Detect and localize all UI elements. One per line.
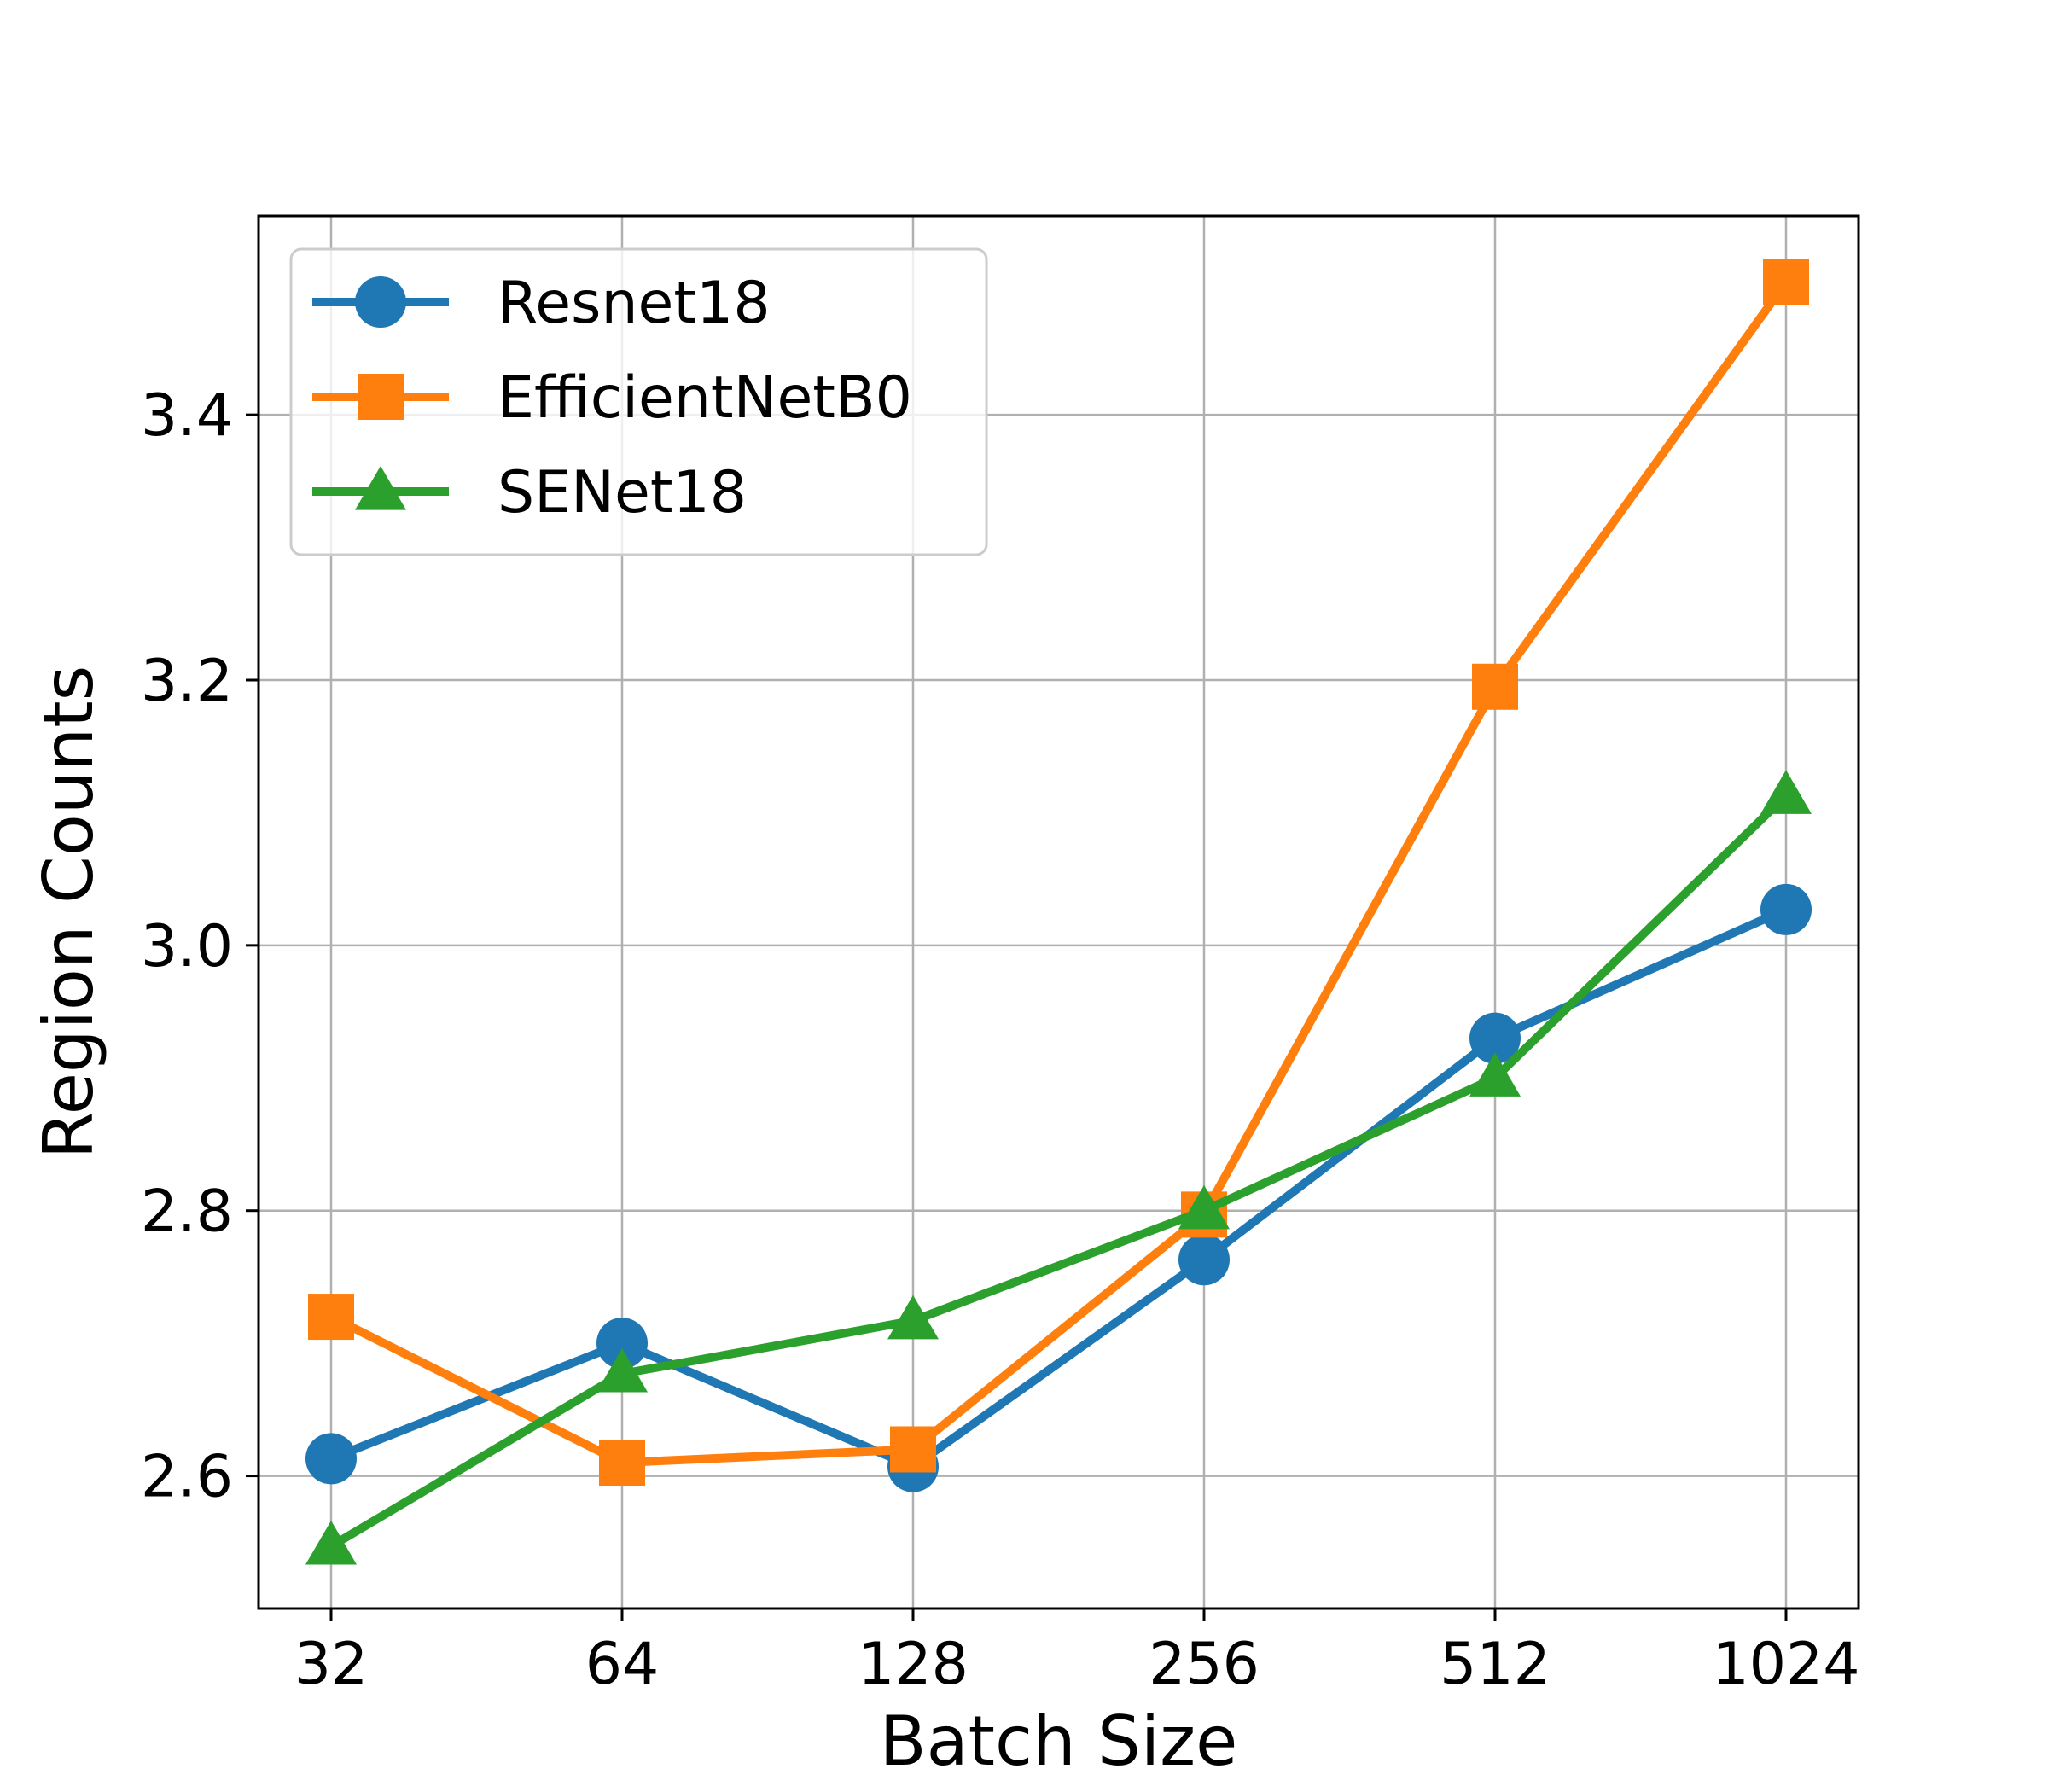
data-point bbox=[596, 1318, 648, 1370]
data-point bbox=[1760, 883, 1812, 935]
data-point bbox=[1763, 259, 1809, 305]
data-point bbox=[1469, 1052, 1521, 1097]
ticks: 32 64 128 256 512 1024 2.6 2.8 3.0 3.2 3.4 bbox=[141, 382, 1860, 1698]
data-point bbox=[1469, 1012, 1521, 1064]
legend-item: EfficientNetB0 bbox=[312, 364, 912, 432]
y-tick-label: 3.2 bbox=[141, 648, 233, 715]
x-tick-label: 512 bbox=[1440, 1631, 1551, 1698]
data-point bbox=[599, 1440, 645, 1487]
legend-label: EfficientNetB0 bbox=[497, 364, 912, 432]
legend-box bbox=[289, 247, 988, 556]
legend-item: SENet18 bbox=[312, 459, 747, 527]
series-resnet18 bbox=[305, 883, 1812, 1492]
legend-marker bbox=[358, 374, 404, 420]
y-axis-label: Region Counts bbox=[29, 666, 108, 1160]
data-point bbox=[890, 1426, 936, 1473]
series-line bbox=[329, 279, 1790, 1468]
data-point bbox=[596, 1347, 648, 1393]
y-tick-label: 2.6 bbox=[141, 1444, 233, 1511]
x-axis-label: Batch Size bbox=[880, 1702, 1238, 1781]
data-point bbox=[1178, 1234, 1230, 1286]
data-point bbox=[1178, 1184, 1230, 1230]
data-point bbox=[1760, 770, 1812, 814]
plot-frame bbox=[257, 214, 1860, 1610]
data-point bbox=[305, 1433, 357, 1485]
data-point bbox=[305, 1520, 357, 1565]
legend-item: Resnet18 bbox=[312, 270, 771, 337]
legend-marker bbox=[355, 466, 406, 510]
series-efficientnetb0 bbox=[308, 259, 1809, 1487]
y-tick-label: 3.0 bbox=[141, 913, 233, 980]
x-tick-label: 1024 bbox=[1712, 1631, 1859, 1698]
legend: Resnet18 EfficientNetB0 SENet18 bbox=[289, 247, 988, 556]
series-line bbox=[329, 905, 1789, 1471]
series-layer bbox=[305, 259, 1812, 1565]
legend-label: SENet18 bbox=[497, 459, 747, 527]
data-point bbox=[887, 1295, 939, 1340]
legend-label: Resnet18 bbox=[497, 270, 771, 337]
data-point bbox=[1472, 663, 1518, 710]
x-tick-label: 64 bbox=[585, 1631, 660, 1698]
series-line bbox=[329, 792, 1789, 1551]
series-senet18 bbox=[305, 770, 1812, 1565]
y-tick-label: 3.4 bbox=[141, 382, 233, 450]
x-tick-label: 32 bbox=[294, 1631, 369, 1698]
data-point bbox=[308, 1294, 354, 1341]
y-tick-label: 2.8 bbox=[141, 1178, 233, 1246]
x-tick-label: 256 bbox=[1149, 1631, 1260, 1698]
x-tick-label: 128 bbox=[858, 1631, 969, 1698]
legend-marker bbox=[355, 276, 406, 328]
